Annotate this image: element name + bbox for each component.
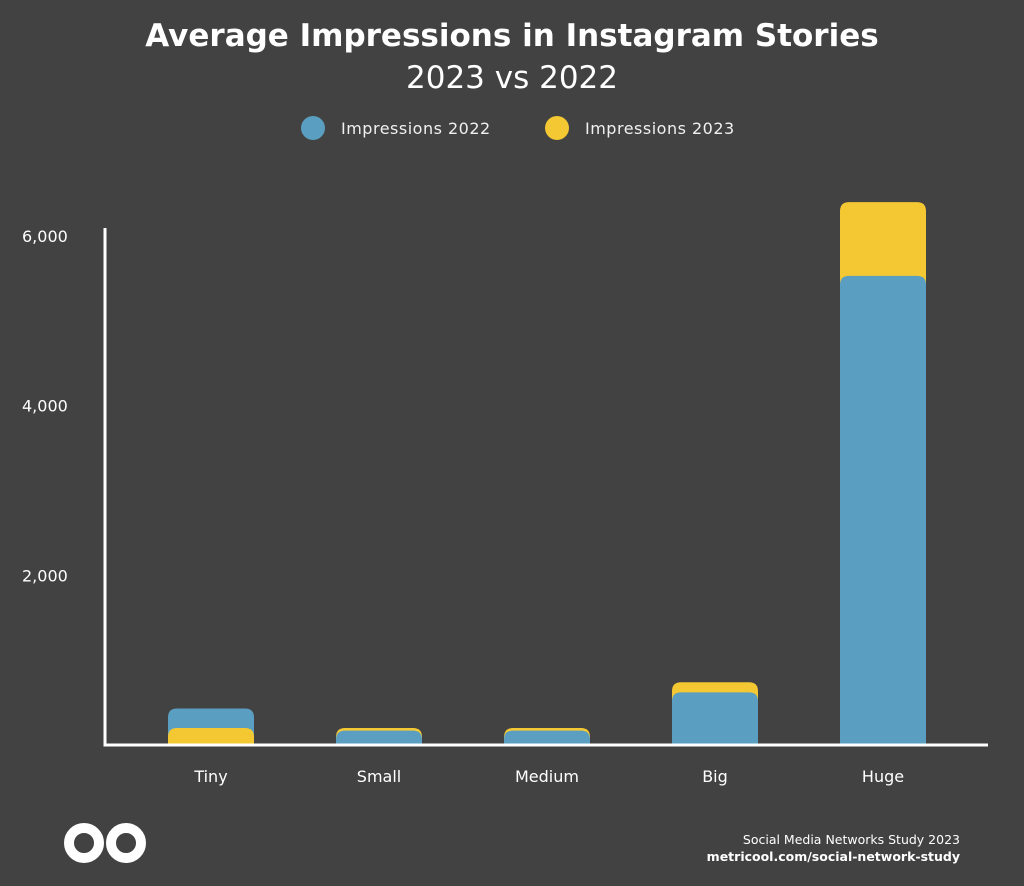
legend-label-2023: Impressions 2023 bbox=[585, 118, 735, 138]
y-tick-label: 6,000 bbox=[22, 227, 68, 246]
legend-swatch-2023 bbox=[545, 116, 569, 140]
y-tick-label: 4,000 bbox=[22, 397, 68, 416]
legend-item-2022: Impressions 2022 bbox=[301, 112, 491, 144]
bar-huge-impressions-2022 bbox=[840, 275, 926, 745]
footer-url[interactable]: metricool.com/social-network-study bbox=[706, 849, 960, 864]
bar-big-impressions-2022 bbox=[672, 692, 758, 745]
x-tick-label: Medium bbox=[515, 767, 579, 786]
chart-subtitle: 2023 vs 2022 bbox=[406, 60, 618, 96]
x-tick-label: Small bbox=[357, 767, 401, 786]
bar-small-impressions-2022 bbox=[336, 730, 422, 745]
x-tick-label: Huge bbox=[862, 767, 904, 786]
bar-tiny-impressions-2023 bbox=[168, 728, 254, 745]
legend-item-2023: Impressions 2023 bbox=[545, 112, 735, 144]
bar-medium-impressions-2022 bbox=[504, 730, 590, 745]
infinity-logo-icon bbox=[64, 823, 146, 863]
legend-swatch-2022 bbox=[301, 116, 325, 140]
x-tick-label: Tiny bbox=[193, 767, 227, 786]
x-tick-label: Big bbox=[702, 767, 728, 786]
chart-title: Average Impressions in Instagram Stories bbox=[145, 18, 879, 54]
legend: Impressions 2022 Impressions 2023 bbox=[0, 112, 1024, 144]
legend-label-2022: Impressions 2022 bbox=[341, 118, 491, 138]
y-tick-label: 2,000 bbox=[22, 566, 68, 585]
footer-study: Social Media Networks Study 2023 bbox=[742, 832, 960, 847]
